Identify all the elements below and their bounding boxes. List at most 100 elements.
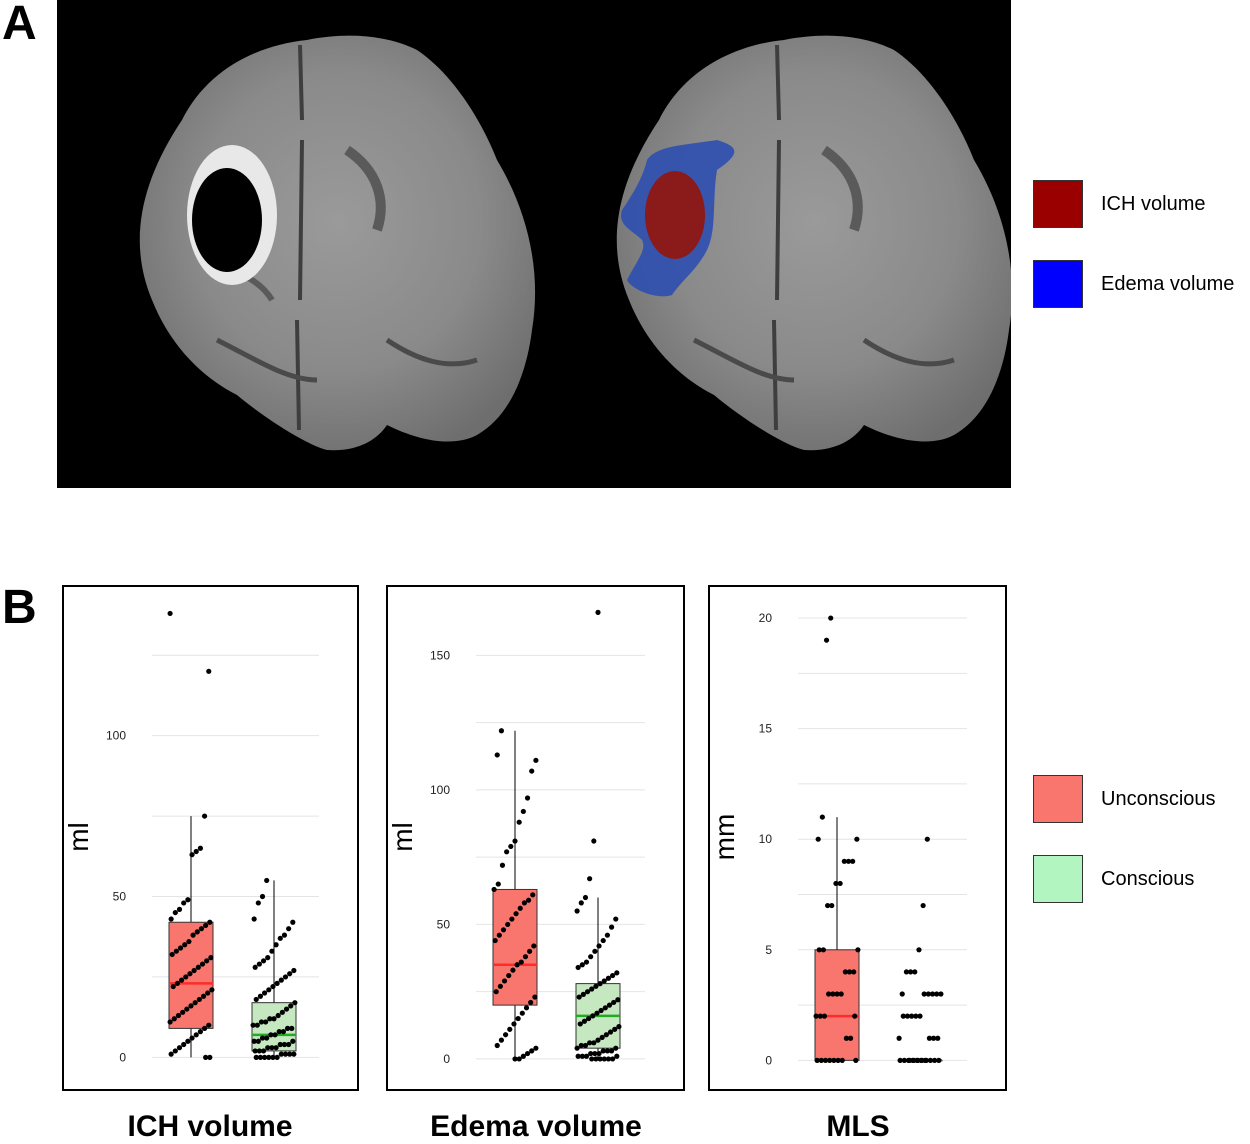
data-point <box>194 929 200 935</box>
data-point <box>504 849 510 855</box>
data-point <box>169 951 175 958</box>
data-point <box>266 987 272 993</box>
data-point <box>181 900 187 906</box>
plot-frame-edema: 0 50 100 150 ml <box>386 585 685 1091</box>
data-point <box>178 977 185 983</box>
data-point <box>835 1057 841 1063</box>
y-tick-label: 5 <box>765 943 772 957</box>
data-point <box>524 795 531 801</box>
data-point <box>196 996 202 1003</box>
data-point <box>509 916 515 922</box>
data-point <box>252 964 258 970</box>
data-point <box>199 961 206 967</box>
data-point <box>611 999 617 1006</box>
data-point <box>491 886 497 893</box>
legend-a-item-edema: Edema volume <box>1033 260 1234 308</box>
data-point <box>822 1057 829 1063</box>
data-point <box>533 1045 539 1051</box>
data-point <box>587 1040 593 1046</box>
data-point <box>842 969 848 975</box>
data-point <box>209 987 215 993</box>
y-axis-label: ml <box>64 822 94 852</box>
data-point <box>854 836 860 842</box>
data-point <box>853 1057 859 1063</box>
data-point <box>904 1013 911 1019</box>
data-point <box>167 1019 173 1025</box>
y-tick-label: 15 <box>759 722 773 736</box>
data-point <box>829 902 835 909</box>
plot-frame-ich: 0 50 100 ml <box>62 585 359 1091</box>
plot-title-ich: ICH volume <box>127 1110 293 1143</box>
data-point <box>528 999 534 1006</box>
data-point <box>517 905 523 911</box>
data-point <box>913 1013 919 1019</box>
data-point <box>837 880 843 887</box>
box-unconscious <box>814 949 860 1061</box>
data-point <box>847 1035 854 1041</box>
data-point <box>200 993 207 999</box>
data-point <box>926 1035 933 1041</box>
data-point <box>924 836 930 842</box>
data-point <box>523 1005 530 1011</box>
data-point <box>901 1057 907 1063</box>
data-point <box>601 978 607 984</box>
data-point <box>269 948 275 954</box>
data-point <box>189 1035 195 1041</box>
data-point <box>281 1041 288 1048</box>
data-point <box>170 983 176 990</box>
data-point <box>275 1012 281 1019</box>
data-point <box>258 1019 265 1025</box>
data-point <box>606 1002 613 1008</box>
data-point <box>172 909 178 916</box>
brain-slice-left <box>139 35 536 451</box>
data-point <box>255 1038 261 1044</box>
data-point <box>201 1025 208 1031</box>
data-point <box>279 1009 285 1015</box>
data-point <box>501 978 508 984</box>
data-point <box>610 1056 616 1062</box>
data-point <box>582 894 589 901</box>
data-point <box>911 1057 917 1063</box>
data-point <box>261 1054 268 1060</box>
data-point <box>912 969 918 975</box>
data-point <box>260 958 267 964</box>
data-point <box>612 1026 618 1032</box>
data-point <box>597 981 603 987</box>
data-point <box>907 969 914 975</box>
data-point <box>935 1035 941 1041</box>
data-point <box>524 1050 531 1057</box>
data-point <box>512 1056 518 1062</box>
data-point <box>287 971 293 977</box>
data-point <box>850 858 856 864</box>
data-point <box>925 991 931 997</box>
data-point <box>176 906 183 912</box>
data-point <box>581 1018 588 1024</box>
data-point <box>291 1051 297 1057</box>
data-point <box>198 926 205 932</box>
data-point <box>181 1041 187 1048</box>
data-point <box>522 954 529 960</box>
data-point <box>589 1056 595 1062</box>
ich-overlay <box>645 171 705 259</box>
data-point <box>819 814 825 820</box>
data-point <box>592 1050 598 1057</box>
data-point <box>608 1048 615 1054</box>
data-point <box>192 1000 198 1006</box>
data-point <box>594 1010 600 1016</box>
data-point <box>191 967 197 974</box>
data-point <box>256 1048 262 1054</box>
data-point <box>256 961 262 967</box>
data-point <box>277 1041 283 1048</box>
data-point <box>827 1057 833 1063</box>
y-axis-label: mm <box>710 814 740 861</box>
data-point <box>600 1048 606 1054</box>
data-point <box>841 858 847 864</box>
data-point <box>846 969 853 975</box>
data-point <box>938 991 944 997</box>
data-point <box>180 1009 186 1015</box>
y-tick-label: 20 <box>759 611 773 625</box>
data-point <box>830 991 836 997</box>
data-point <box>168 916 174 922</box>
data-point <box>610 972 616 979</box>
data-point <box>261 990 268 996</box>
